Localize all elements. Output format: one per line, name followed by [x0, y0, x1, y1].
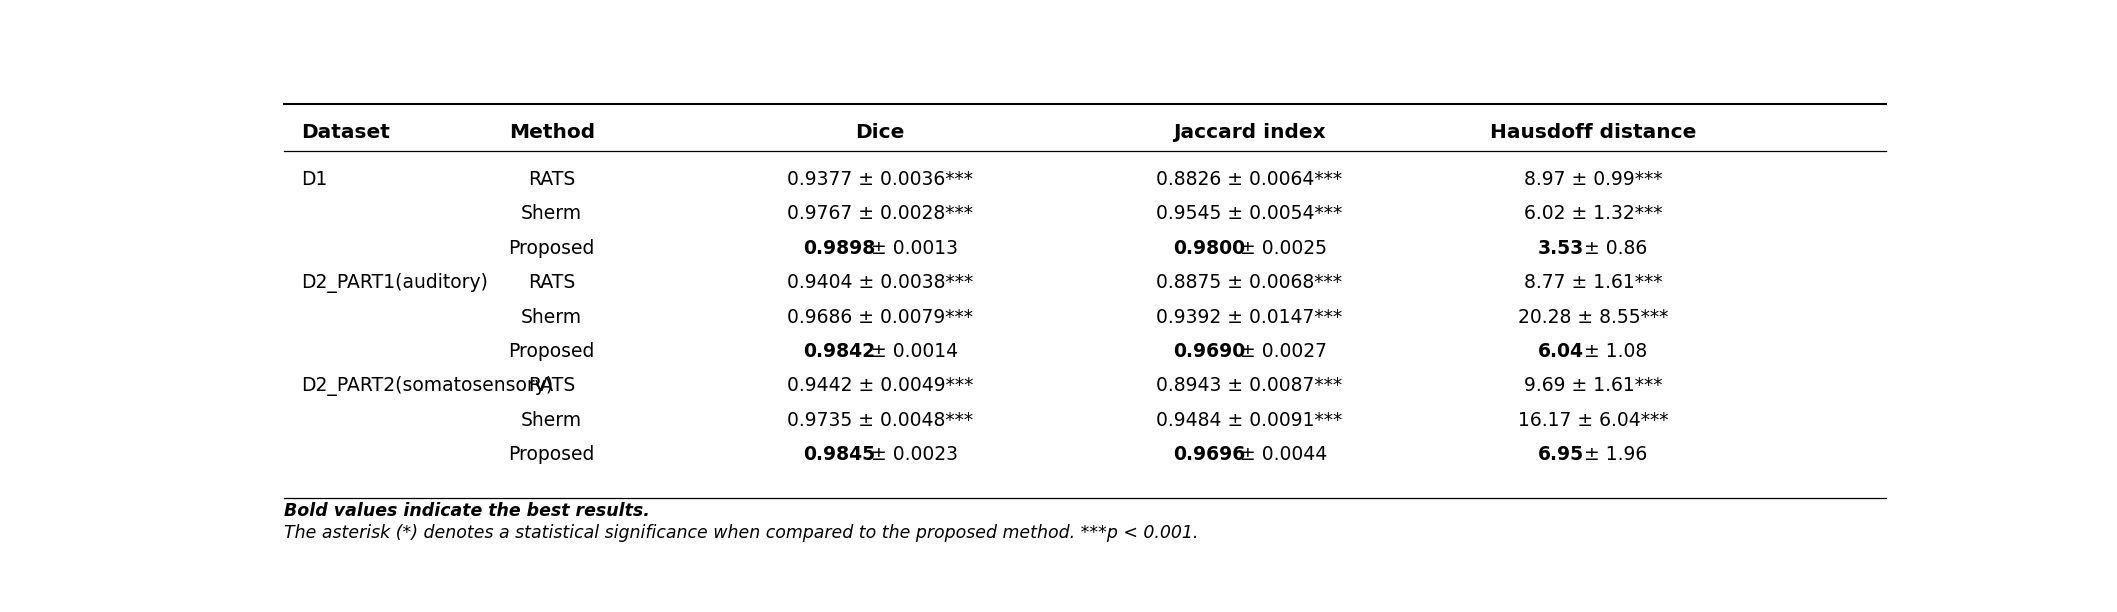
Text: ± 0.0027: ± 0.0027 — [1234, 342, 1327, 361]
Text: ± 0.0014: ± 0.0014 — [864, 342, 957, 361]
Text: 0.9690: 0.9690 — [1173, 342, 1245, 361]
Text: 0.9735 ± 0.0048***: 0.9735 ± 0.0048*** — [788, 411, 974, 430]
Text: RATS: RATS — [527, 273, 576, 292]
Text: ± 1.08: ± 1.08 — [1579, 342, 1647, 361]
Text: 0.8826 ± 0.0064***: 0.8826 ± 0.0064*** — [1156, 170, 1342, 189]
Text: Sherm: Sherm — [521, 204, 582, 223]
Text: 0.8943 ± 0.0087***: 0.8943 ± 0.0087*** — [1156, 376, 1342, 395]
Text: ± 0.0025: ± 0.0025 — [1234, 239, 1327, 258]
Text: 0.9800: 0.9800 — [1173, 239, 1245, 258]
Text: 0.9845: 0.9845 — [804, 445, 876, 464]
Text: Proposed: Proposed — [508, 239, 595, 258]
Text: 3.53: 3.53 — [1537, 239, 1584, 258]
Text: 0.9545 ± 0.0054***: 0.9545 ± 0.0054*** — [1156, 204, 1342, 223]
Text: 0.8875 ± 0.0068***: 0.8875 ± 0.0068*** — [1156, 273, 1342, 292]
Text: 20.28 ± 8.55***: 20.28 ± 8.55*** — [1518, 308, 1668, 327]
Text: 0.9767 ± 0.0028***: 0.9767 ± 0.0028*** — [788, 204, 974, 223]
Text: 0.9898: 0.9898 — [804, 239, 876, 258]
Text: Jaccard index: Jaccard index — [1173, 123, 1325, 142]
Text: D1: D1 — [301, 170, 328, 189]
Text: 0.9442 ± 0.0049***: 0.9442 ± 0.0049*** — [788, 376, 974, 395]
Text: 0.9686 ± 0.0079***: 0.9686 ± 0.0079*** — [788, 308, 974, 327]
Text: Dice: Dice — [855, 123, 904, 142]
Text: Proposed: Proposed — [508, 445, 595, 464]
Text: Sherm: Sherm — [521, 411, 582, 430]
Text: D2_PART2(somatosensory): D2_PART2(somatosensory) — [301, 376, 553, 396]
Text: Dataset: Dataset — [301, 123, 390, 142]
Text: ± 1.96: ± 1.96 — [1579, 445, 1647, 464]
Text: Method: Method — [508, 123, 595, 142]
Text: RATS: RATS — [527, 376, 576, 395]
Text: D2_PART1(auditory): D2_PART1(auditory) — [301, 273, 487, 293]
Text: 16.17 ± 6.04***: 16.17 ± 6.04*** — [1518, 411, 1668, 430]
Text: Proposed: Proposed — [508, 342, 595, 361]
Text: 8.77 ± 1.61***: 8.77 ± 1.61*** — [1524, 273, 1662, 292]
Text: RATS: RATS — [527, 170, 576, 189]
Text: 0.9842: 0.9842 — [804, 342, 876, 361]
Text: Sherm: Sherm — [521, 308, 582, 327]
Text: 6.02 ± 1.32***: 6.02 ± 1.32*** — [1524, 204, 1662, 223]
Text: ± 0.0044: ± 0.0044 — [1234, 445, 1327, 464]
Text: ± 0.0013: ± 0.0013 — [864, 239, 957, 258]
Text: 0.9377 ± 0.0036***: 0.9377 ± 0.0036*** — [788, 170, 974, 189]
Text: 6.04: 6.04 — [1537, 342, 1584, 361]
Text: ± 0.0023: ± 0.0023 — [864, 445, 957, 464]
Text: ± 0.86: ± 0.86 — [1579, 239, 1647, 258]
Text: 0.9696: 0.9696 — [1173, 445, 1245, 464]
Text: 0.9392 ± 0.0147***: 0.9392 ± 0.0147*** — [1156, 308, 1342, 327]
Text: 0.9484 ± 0.0091***: 0.9484 ± 0.0091*** — [1156, 411, 1342, 430]
Text: 9.69 ± 1.61***: 9.69 ± 1.61*** — [1524, 376, 1662, 395]
Text: 6.95: 6.95 — [1537, 445, 1584, 464]
Text: 8.97 ± 0.99***: 8.97 ± 0.99*** — [1524, 170, 1662, 189]
Text: Hausdoff distance: Hausdoff distance — [1490, 123, 1696, 142]
Text: 0.9404 ± 0.0038***: 0.9404 ± 0.0038*** — [788, 273, 974, 292]
Text: The asterisk (*) denotes a statistical significance when compared to the propose: The asterisk (*) denotes a statistical s… — [284, 524, 1198, 542]
Text: Bold values indicate the best results.: Bold values indicate the best results. — [284, 502, 650, 520]
